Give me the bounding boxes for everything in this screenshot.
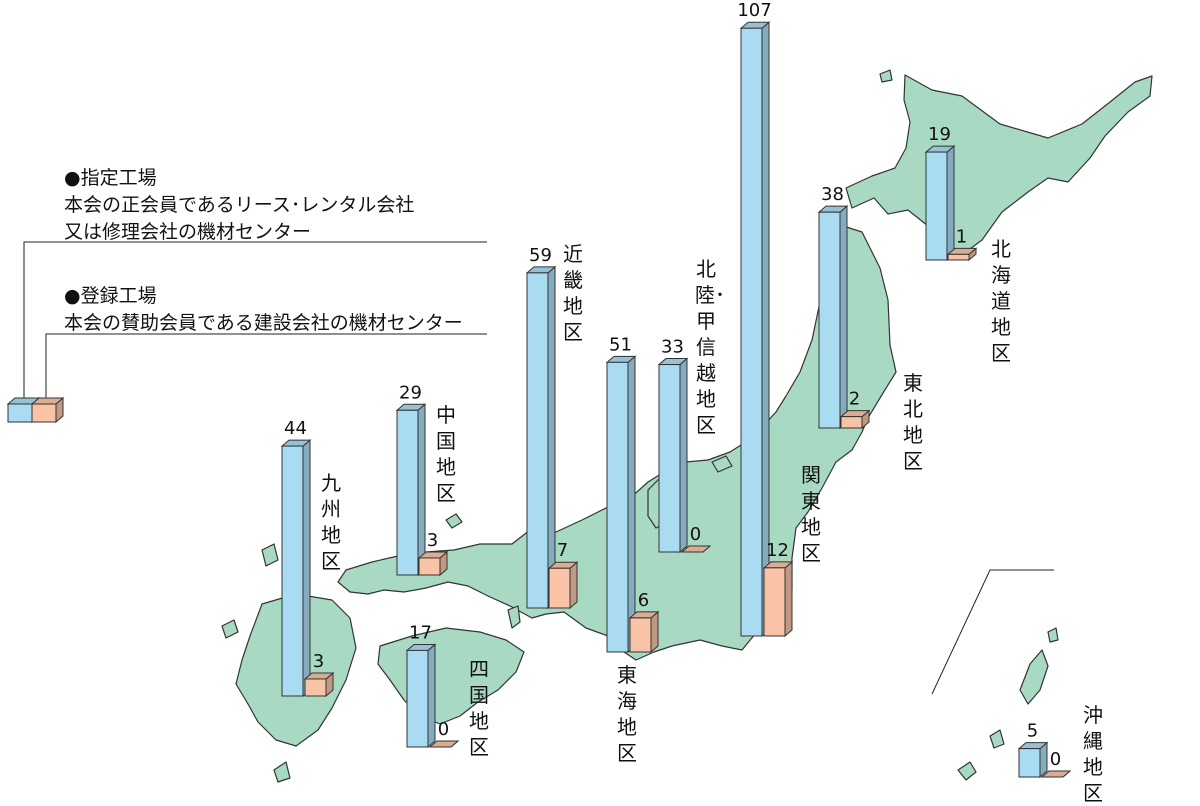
designated-legend-title: ●指定工場 — [64, 165, 414, 192]
region-label-1: 東北地区 — [902, 370, 924, 474]
okinawa-small-island-2 — [990, 730, 1004, 748]
designated-value-label-1: 38 — [821, 184, 844, 205]
designated-bar-9 — [1019, 743, 1047, 777]
registered-value-label-6: 3 — [427, 530, 438, 551]
registered-value-label-3: 0 — [690, 524, 701, 545]
region-label-0: 北海道地区 — [990, 236, 1012, 366]
region-label-7: 四国地区 — [468, 656, 490, 760]
designated-value-label-8: 44 — [284, 418, 307, 439]
tsushima-island — [262, 544, 278, 566]
region-label-4: 東海地区 — [616, 662, 638, 766]
designated-bar-1 — [819, 206, 847, 428]
registered-bar-8 — [305, 673, 333, 696]
registered-bar-6-front — [419, 558, 440, 575]
designated-bar-3-side — [680, 359, 687, 552]
registered-bar-5 — [549, 562, 577, 608]
registered-value-label-8: 3 — [313, 651, 324, 672]
designated-bar-5-front — [527, 273, 548, 608]
goto-island — [222, 620, 238, 638]
designated-value-label-5: 59 — [529, 245, 552, 266]
registered-bar-4 — [630, 612, 658, 652]
designated-bar-2 — [741, 22, 769, 636]
designated-value-label-4: 51 — [609, 334, 632, 355]
designated-bar-7-side — [428, 644, 435, 747]
designated-bar-5 — [527, 267, 555, 608]
designated-bar-3 — [659, 359, 687, 552]
registered-bar-5-front — [549, 568, 570, 608]
oki-island — [446, 514, 462, 528]
designated-value-label-0: 19 — [928, 124, 951, 145]
region-label-3: 北陸･甲信越地区 — [695, 256, 717, 438]
designated-bar-5-side — [548, 267, 555, 608]
designated-bar-8 — [282, 440, 310, 696]
registered-value-label-0: 1 — [956, 226, 967, 247]
okinawa-main-island — [1020, 650, 1048, 704]
yaeyama-island — [958, 762, 976, 780]
designated-value-label-7: 17 — [409, 622, 432, 643]
region-label-2: 関東地区 — [800, 462, 822, 566]
designated-value-label-6: 29 — [399, 382, 422, 403]
registered-bar-2-front — [764, 568, 785, 636]
designated-bar-7-front — [407, 650, 428, 747]
registered-value-label-1: 2 — [849, 389, 860, 410]
registered-bar-4-front — [630, 618, 651, 652]
registered-legend-swatch — [32, 398, 63, 422]
designated-bar-9-front — [1019, 749, 1040, 777]
designated-bar-3-front — [659, 365, 680, 552]
registered-bar-6 — [419, 552, 447, 575]
designated-bar-4-front — [607, 362, 628, 652]
registered-value-label-5: 7 — [557, 540, 568, 561]
shikoku-shape — [378, 628, 524, 724]
designated-bar-6-side — [418, 404, 425, 575]
designated-legend-swatch-front — [8, 404, 32, 422]
region-label-5: 近畿地区 — [562, 241, 584, 345]
registered-bar-1 — [841, 411, 869, 428]
registered-bar-2-side — [785, 562, 792, 636]
designated-legend-desc2: 又は修理会社の機材センター — [64, 219, 414, 246]
registered-bar-4-side — [651, 612, 658, 652]
region-label-8: 九州地区 — [320, 470, 342, 574]
registered-value-label-4: 6 — [638, 590, 649, 611]
designated-bar-7 — [407, 644, 435, 747]
registered-bar-5-side — [570, 562, 577, 608]
registered-legend: ●登録工場 本会の賛助会員である建設会社の機材センター — [64, 283, 463, 337]
designated-legend: ●指定工場 本会の正会員であるリース･レンタル会社 又は修理会社の機材センター — [64, 165, 414, 246]
registered-legend-desc: 本会の賛助会員である建設会社の機材センター — [64, 310, 463, 337]
tanegashima-island — [274, 762, 290, 782]
registered-bar-1-front — [841, 417, 862, 428]
designated-bar-4 — [607, 356, 635, 652]
awaji-island — [508, 606, 520, 628]
registered-value-label-2: 12 — [766, 540, 789, 561]
designated-bar-6-front — [397, 410, 418, 575]
designated-bar-8-side — [303, 440, 310, 696]
designated-bar-8-front — [282, 446, 303, 696]
region-label-9: 沖縄地区 — [1082, 702, 1104, 806]
registered-value-label-7: 0 — [438, 719, 449, 740]
designated-legend-desc: 本会の正会員であるリース･レンタル会社 — [64, 192, 414, 219]
designated-value-label-2: 107 — [737, 0, 771, 21]
legend-boxes — [8, 398, 63, 422]
region-label-6: 中国地区 — [435, 402, 457, 506]
designated-value-label-9: 5 — [1027, 721, 1038, 742]
rishiri-island — [880, 70, 892, 82]
registered-bar-8-front — [305, 679, 326, 696]
registered-bar-2 — [764, 562, 792, 636]
registered-bar-0-front — [948, 254, 969, 260]
registered-legend-title: ●登録工場 — [64, 283, 463, 310]
designated-bar-0-front — [926, 152, 947, 260]
designated-bar-2-front — [741, 28, 762, 636]
registered-bar-0 — [948, 248, 976, 260]
designated-bar-1-side — [840, 206, 847, 428]
designated-bar-4-side — [628, 356, 635, 652]
registered-legend-swatch-front — [32, 404, 56, 422]
designated-bar-1-front — [819, 212, 840, 428]
designated-value-label-3: 33 — [661, 337, 684, 358]
designated-bar-6 — [397, 404, 425, 575]
designated-bar-0-side — [947, 146, 954, 260]
registered-value-label-9: 0 — [1050, 749, 1061, 770]
okinawa-small-island-1 — [1048, 628, 1058, 642]
hokkaido-shape — [846, 75, 1152, 258]
designated-bar-0 — [926, 146, 954, 260]
